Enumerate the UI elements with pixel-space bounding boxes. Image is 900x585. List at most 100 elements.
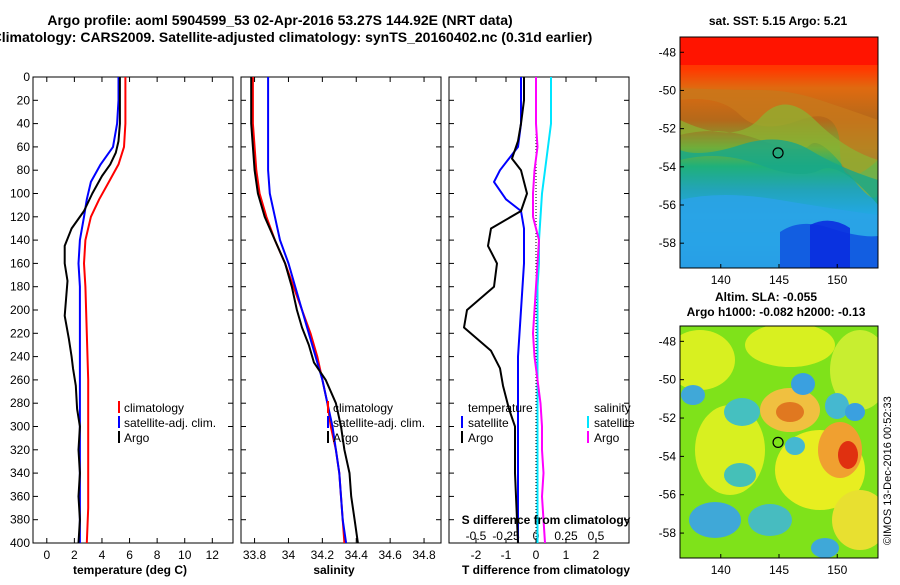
s-x-tick-label: -0.25 — [492, 529, 520, 543]
temperature-legend: climatology satellite-adj. clim. Argo — [118, 401, 216, 445]
map-y-tick-label: -56 — [659, 198, 677, 212]
t-difference-axis-label: T difference from climatology — [462, 563, 630, 577]
x-tick-label: -1 — [501, 548, 512, 562]
map-y-tick-label: -54 — [659, 449, 677, 463]
y-tick-label: 400 — [10, 536, 30, 550]
y-tick-label: 140 — [10, 233, 30, 247]
legend-salinity-title: salinity — [594, 401, 631, 415]
s-difference-axis-label: S difference from climatology — [462, 513, 631, 527]
x-tick-label: 34 — [282, 548, 296, 562]
y-tick-label: 220 — [10, 326, 30, 340]
series-line-t-argo — [463, 77, 528, 543]
y-tick-label: 280 — [10, 396, 30, 410]
y-tick-label: 360 — [10, 489, 30, 503]
series-line-satellite-adj-clim- — [77, 77, 120, 543]
y-tick-label: 340 — [10, 466, 30, 480]
sst-map-title: sat. SST: 5.15 Argo: 5.21 — [709, 14, 848, 28]
title-line-2: Climatology: CARS2009. Satellite-adjuste… — [0, 29, 592, 45]
x-tick-label: 2 — [71, 548, 78, 562]
legend-t-satellite-label: satellite — [468, 416, 509, 430]
legend-climatology-label: climatology — [333, 401, 393, 415]
x-tick-label: 34.8 — [412, 548, 436, 562]
s-x-tick-label: 0.25 — [554, 529, 578, 543]
y-tick-label: 300 — [10, 420, 30, 434]
imos-credit: ©IMOS 13-Dec-2016 00:52:33 — [882, 396, 894, 545]
map-y-tick-label: -56 — [659, 488, 677, 502]
temperature-plot: 0 2 4 6 8 10 120204060801001201401601802002202… — [10, 70, 233, 562]
y-tick-label: 160 — [10, 256, 30, 270]
y-tick-label: 320 — [10, 443, 30, 457]
series-line-climatology — [251, 77, 346, 543]
y-tick-label: 240 — [10, 350, 30, 364]
map-y-tick-label: -58 — [659, 236, 677, 250]
legend-argo-label: Argo — [333, 431, 359, 445]
map-y-tick-label: -48 — [659, 45, 677, 59]
sst-map-axes: 140 145 150 -48 -50 -52 -54 -56 -58 — [659, 45, 848, 287]
map-x-tick-label: 150 — [827, 273, 847, 287]
map-x-tick-label: 140 — [711, 273, 731, 287]
map-y-tick-label: -50 — [659, 373, 677, 387]
salinity-panel — [240, 76, 442, 544]
temperature-panel — [32, 76, 234, 544]
x-tick-label: 12 — [206, 548, 220, 562]
salinity-plot: 33.8 34 34.2 34.4 34.6 34.8 — [241, 76, 441, 562]
map-x-tick-label: 150 — [827, 563, 847, 577]
series-line-argo — [250, 77, 359, 543]
map-y-tick-label: -52 — [659, 122, 677, 136]
map-y-tick-label: -58 — [659, 526, 677, 540]
x-tick-label: 8 — [154, 548, 161, 562]
x-tick-label: 2 — [593, 548, 600, 562]
x-tick-label: 34.4 — [345, 548, 369, 562]
legend-argo-label: Argo — [124, 431, 150, 445]
salinity-legend: climatology satellite-adj. clim. Argo — [327, 401, 425, 445]
sla-map-title-line-2: Argo h1000: -0.082 h2000: -0.13 — [687, 305, 866, 319]
temperature-axis-label: temperature (deg C) — [73, 563, 187, 577]
map-y-tick-label: -50 — [659, 83, 677, 97]
series-group — [463, 77, 552, 543]
x-tick-label: 1 — [563, 548, 570, 562]
map-y-tick-label: -52 — [659, 411, 677, 425]
series-line-climatology — [83, 77, 127, 543]
map-y-tick-label: -54 — [659, 160, 677, 174]
y-tick-label: 20 — [17, 93, 31, 107]
argo-position-marker — [772, 436, 784, 448]
legend-satellite-label: satellite-adj. clim. — [124, 416, 216, 430]
y-tick-label: 100 — [10, 187, 30, 201]
x-tick-label: 4 — [99, 548, 106, 562]
map-y-tick-label: -48 — [659, 334, 677, 348]
legend-climatology-label: climatology — [124, 401, 184, 415]
legend-temperature-title: temperature — [468, 401, 533, 415]
difference-panel — [448, 76, 630, 544]
y-tick-label: 40 — [17, 117, 31, 131]
x-tick-label: -2 — [471, 548, 482, 562]
sla-map-title-line-1: Altim. SLA: -0.055 — [715, 290, 817, 304]
map-x-tick-label: 145 — [769, 563, 789, 577]
series-line-satellite-adj-clim- — [267, 77, 348, 543]
x-tick-label: 33.8 — [243, 548, 267, 562]
series-group — [63, 77, 127, 543]
sla-map-axes: 140 145 150 -48 -50 -52 -54 -56 -58 — [659, 334, 848, 577]
s-x-tick-label: -0.5 — [466, 529, 487, 543]
x-tick-label: 34.2 — [311, 548, 335, 562]
series-line-argo — [63, 77, 121, 543]
difference-legend: temperature satellite Argo salinity sate… — [461, 401, 635, 445]
y-tick-label: 120 — [10, 210, 30, 224]
map-x-tick-label: 145 — [769, 273, 789, 287]
x-tick-label: 34.6 — [378, 548, 402, 562]
s-x-tick-label: 0.5 — [588, 529, 605, 543]
sst-map-image — [680, 37, 878, 268]
y-tick-label: 380 — [10, 513, 30, 527]
legend-s-argo-label: Argo — [594, 431, 620, 445]
y-tick-label: 260 — [10, 373, 30, 387]
y-tick-label: 180 — [10, 280, 30, 294]
x-tick-label: 0 — [43, 548, 50, 562]
legend-s-satellite-label: satellite — [594, 416, 635, 430]
sla-map-image — [680, 326, 878, 558]
title-line-1: Argo profile: aoml 5904599_53 02-Apr-201… — [47, 12, 512, 28]
map-x-tick-label: 140 — [711, 563, 731, 577]
y-tick-label: 80 — [17, 163, 31, 177]
series-line-s-argo — [532, 77, 546, 543]
salinity-axis-label: salinity — [313, 563, 355, 577]
